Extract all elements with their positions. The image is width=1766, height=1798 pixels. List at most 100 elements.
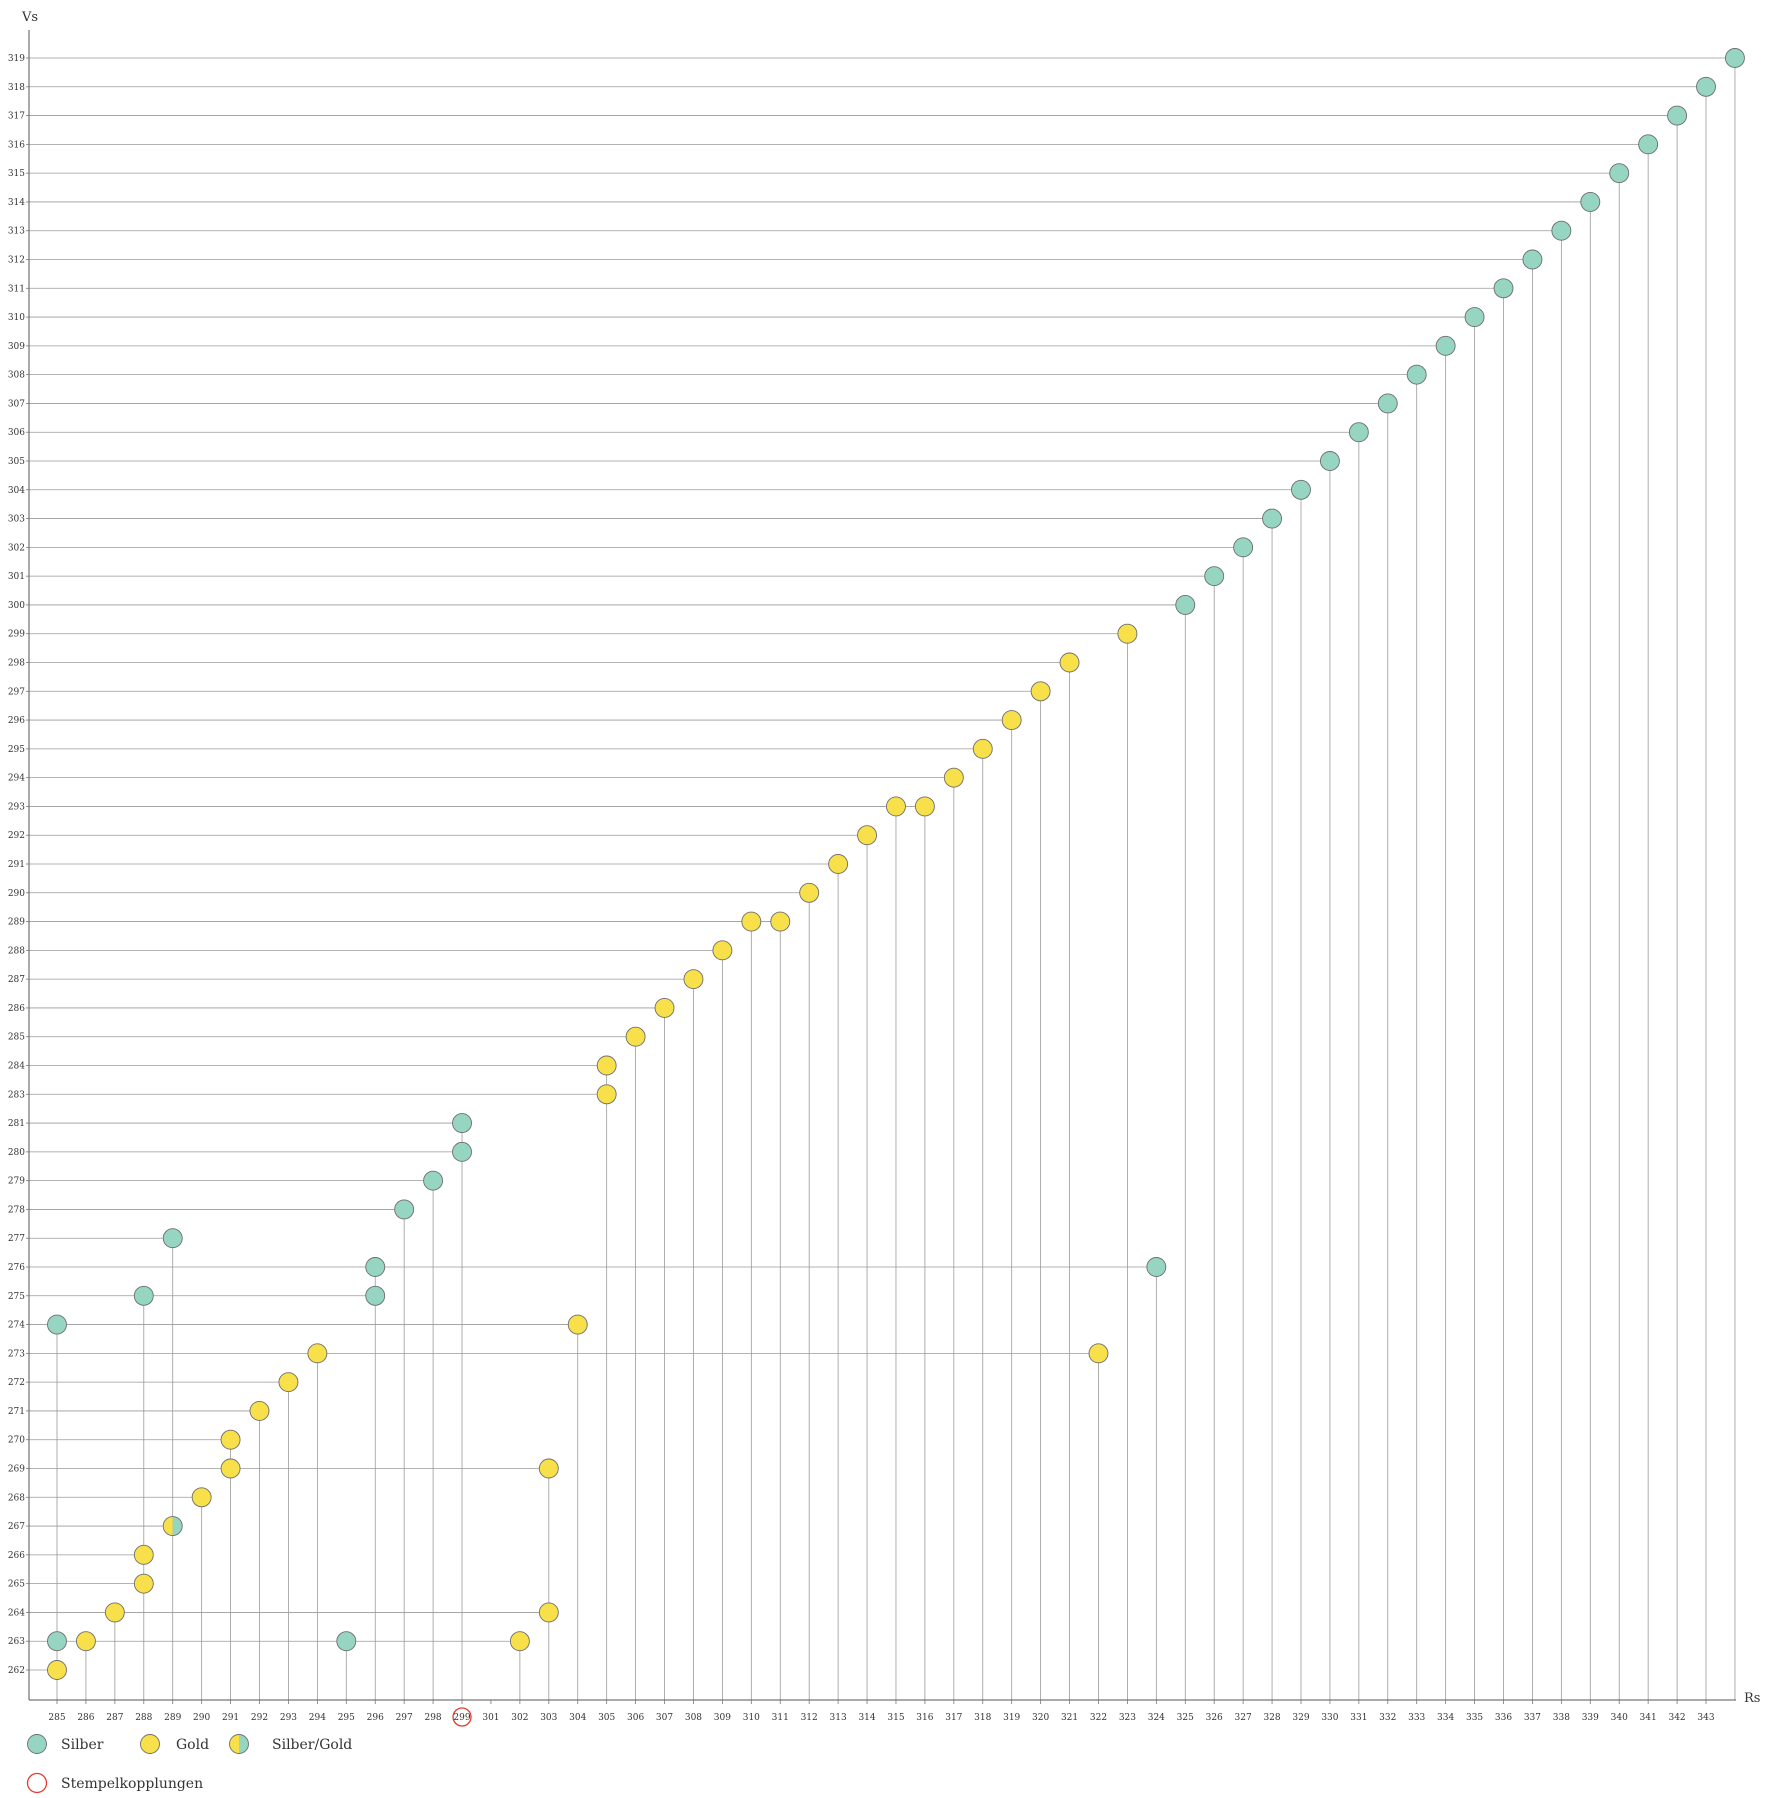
y-tick-label: 270 bbox=[8, 1436, 25, 1446]
point-silber bbox=[1435, 335, 1456, 356]
point-gold bbox=[914, 796, 935, 817]
point-silber bbox=[336, 1631, 357, 1652]
point-both bbox=[162, 1516, 183, 1537]
x-tick-label: 293 bbox=[280, 1713, 297, 1723]
y-tick-label: 316 bbox=[8, 140, 25, 150]
point-silber bbox=[1638, 134, 1659, 155]
x-tick-label: 337 bbox=[1524, 1713, 1541, 1723]
point-silber bbox=[47, 1631, 67, 1652]
point-silber bbox=[452, 1113, 472, 1134]
x-tick-label: 287 bbox=[106, 1713, 123, 1723]
x-tick-label: 311 bbox=[772, 1713, 789, 1723]
y-axis-label: Vs bbox=[21, 10, 38, 25]
point-silber bbox=[423, 1170, 444, 1191]
x-tick-label: 292 bbox=[251, 1713, 268, 1723]
y-tick-label: 315 bbox=[8, 169, 25, 179]
x-tick-label: 315 bbox=[887, 1713, 904, 1723]
point-silber bbox=[1696, 76, 1716, 97]
y-tick-label: 311 bbox=[8, 284, 25, 294]
point-gold bbox=[538, 1602, 559, 1623]
point-silber bbox=[1464, 307, 1485, 328]
x-tick-label: 299 bbox=[453, 1713, 470, 1723]
x-tick-label: 322 bbox=[1090, 1713, 1107, 1723]
x-tick-label: 316 bbox=[916, 1713, 933, 1723]
x-tick-label: 288 bbox=[135, 1713, 152, 1723]
x-axis-label: Rs bbox=[1744, 1691, 1760, 1706]
y-tick-label: 309 bbox=[8, 342, 25, 352]
point-gold bbox=[567, 1314, 588, 1335]
y-tick-label: 276 bbox=[8, 1263, 25, 1273]
y-tick-label: 318 bbox=[8, 83, 25, 93]
point-gold bbox=[509, 1631, 530, 1652]
x-tick-label: 302 bbox=[511, 1713, 528, 1723]
point-gold bbox=[683, 969, 704, 990]
x-tick-label: 331 bbox=[1350, 1713, 1367, 1723]
x-tick-label: 335 bbox=[1466, 1713, 1483, 1723]
point-gold bbox=[1030, 681, 1051, 702]
point-gold bbox=[770, 911, 791, 932]
point-gold bbox=[104, 1602, 125, 1623]
y-tick-label: 267 bbox=[8, 1522, 25, 1532]
x-tick-label: 338 bbox=[1553, 1713, 1570, 1723]
y-tick-label: 263 bbox=[8, 1637, 25, 1647]
y-tick-label: 314 bbox=[8, 198, 25, 208]
point-gold bbox=[1117, 623, 1138, 644]
y-tick-label: 262 bbox=[8, 1666, 25, 1676]
x-tick-label: 330 bbox=[1321, 1713, 1338, 1723]
x-tick-label: 333 bbox=[1408, 1713, 1425, 1723]
x-tick-label: 320 bbox=[1032, 1713, 1049, 1723]
point-gold bbox=[47, 1660, 67, 1680]
point-gold bbox=[943, 767, 964, 788]
y-tick-label: 317 bbox=[8, 112, 25, 122]
x-tick-label: 296 bbox=[367, 1713, 384, 1723]
point-silber bbox=[1377, 393, 1398, 414]
y-tick-label: 303 bbox=[8, 515, 25, 525]
x-tick-label: 294 bbox=[309, 1713, 326, 1723]
x-tick-label: 301 bbox=[482, 1713, 499, 1723]
point-silber bbox=[1667, 105, 1688, 126]
point-silber bbox=[1233, 537, 1254, 558]
legend-label-die: Stempelkopplungen bbox=[61, 1776, 203, 1792]
point-gold bbox=[625, 1026, 646, 1047]
point-gold bbox=[1001, 710, 1022, 731]
x-tick-label: 317 bbox=[945, 1713, 962, 1723]
y-tick-label: 271 bbox=[8, 1407, 25, 1417]
y-tick-label: 299 bbox=[8, 630, 25, 640]
x-tick-label: 289 bbox=[164, 1713, 181, 1723]
x-tick-label: 327 bbox=[1235, 1713, 1252, 1723]
x-tick-label: 332 bbox=[1379, 1713, 1396, 1723]
x-tick-label: 326 bbox=[1206, 1713, 1223, 1723]
point-gold bbox=[712, 940, 733, 961]
legend-label-silber: Silber bbox=[61, 1737, 104, 1753]
y-tick-label: 286 bbox=[8, 1004, 25, 1014]
x-tick-label: 325 bbox=[1177, 1713, 1194, 1723]
point-gold bbox=[799, 882, 820, 903]
point-silber bbox=[1204, 566, 1225, 587]
point-silber bbox=[394, 1199, 415, 1220]
point-silber bbox=[133, 1285, 154, 1306]
y-tick-label: 268 bbox=[8, 1493, 25, 1503]
x-tick-label: 298 bbox=[424, 1713, 441, 1723]
legend-both-icon bbox=[229, 1734, 249, 1754]
point-gold bbox=[133, 1573, 154, 1594]
point-silber bbox=[1580, 191, 1601, 212]
point-gold bbox=[278, 1372, 299, 1393]
x-tick-label: 291 bbox=[222, 1713, 239, 1723]
point-gold bbox=[249, 1400, 270, 1421]
x-tick-label: 307 bbox=[656, 1713, 673, 1723]
point-silber bbox=[1609, 163, 1630, 184]
point-silber bbox=[162, 1228, 183, 1249]
y-tick-label: 289 bbox=[8, 918, 25, 928]
x-tick-label: 340 bbox=[1611, 1713, 1628, 1723]
y-tick-label: 294 bbox=[8, 774, 25, 784]
x-tick-label: 306 bbox=[627, 1713, 644, 1723]
y-tick-label: 300 bbox=[8, 601, 25, 611]
point-gold bbox=[1088, 1343, 1109, 1364]
y-tick-label: 305 bbox=[8, 457, 25, 467]
y-tick-label: 272 bbox=[8, 1378, 25, 1388]
x-tick-label: 286 bbox=[77, 1713, 94, 1723]
point-silber bbox=[1175, 594, 1196, 615]
y-tick-label: 293 bbox=[8, 802, 25, 812]
y-tick-label: 279 bbox=[8, 1177, 25, 1187]
